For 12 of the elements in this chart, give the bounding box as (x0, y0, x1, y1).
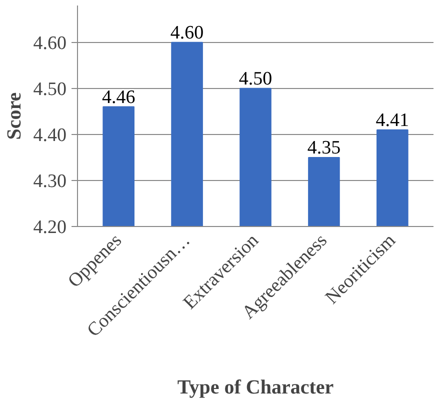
data-label: 4.41 (376, 110, 410, 131)
data-label: 4.35 (307, 137, 341, 158)
y-tick-label: 4.60 (33, 32, 66, 54)
y-tick-label: 4.50 (33, 78, 66, 100)
data-label: 4.46 (102, 86, 136, 108)
data-label: 4.60 (170, 22, 204, 44)
y-tick-label: 4.20 (33, 217, 66, 238)
x-axis-title: Type of Character (177, 376, 334, 399)
y-axis-title: Score (3, 92, 26, 140)
y-tick-label: 4.40 (33, 124, 66, 146)
data-label: 4.50 (238, 68, 272, 90)
y-tick-label: 4.30 (33, 170, 66, 192)
